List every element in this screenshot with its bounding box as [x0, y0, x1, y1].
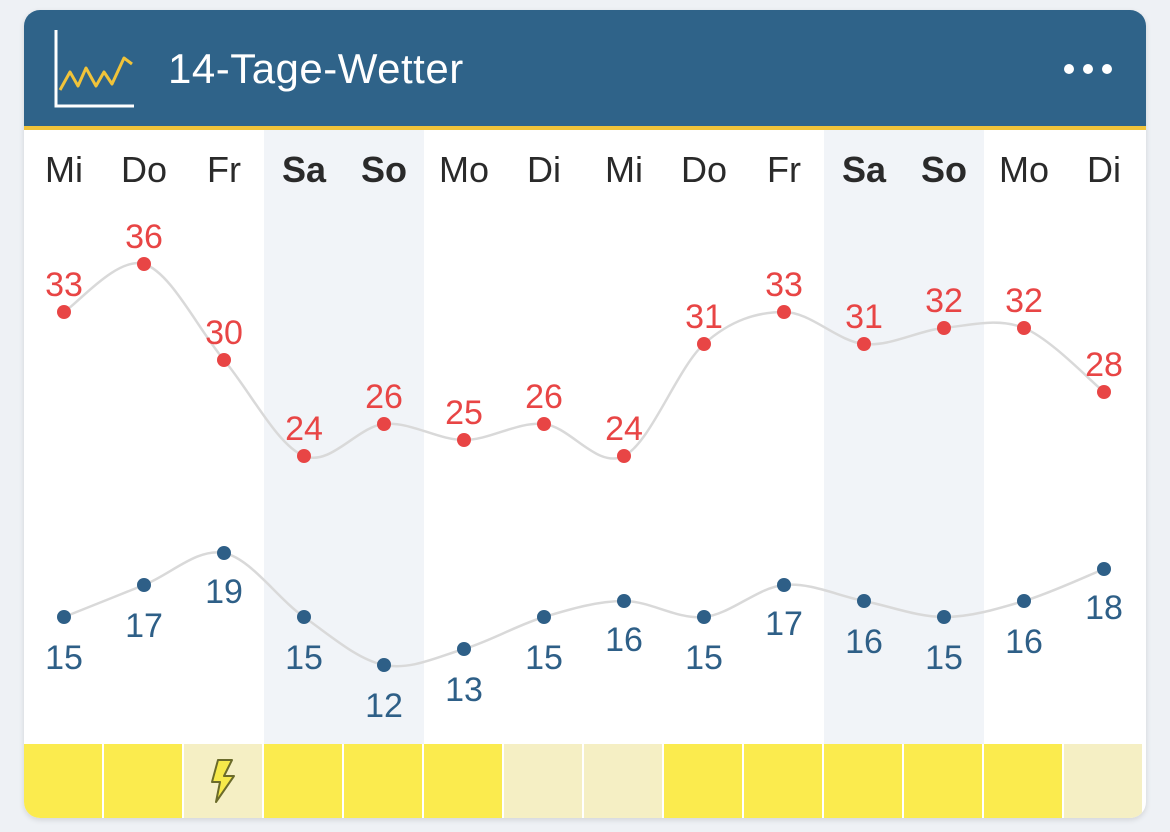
min-temp-point [297, 610, 311, 624]
max-temp-label: 32 [1005, 282, 1043, 320]
min-temp-label: 15 [45, 639, 83, 677]
condition-cell[interactable] [1064, 744, 1142, 818]
max-temp-point [1017, 321, 1031, 335]
max-temp-label: 28 [1085, 346, 1123, 384]
day-label: Fr [767, 149, 801, 190]
max-temp-label: 33 [765, 266, 803, 304]
min-temp-label: 16 [605, 621, 643, 659]
weekend-column [264, 130, 344, 744]
weekend-column [824, 130, 904, 744]
condition-cell[interactable] [504, 744, 582, 818]
temperature-chart: 33 36 30 24 26 25 26 24 31 33 31 32 32 28 15 17 19 15 12 13… [45, 218, 1123, 725]
min-temp-label: 17 [765, 605, 803, 643]
day-label: Mo [438, 149, 489, 190]
max-temp-label: 33 [45, 266, 83, 304]
condition-cell[interactable] [664, 744, 742, 818]
more-horizontal-icon[interactable] [1064, 64, 1112, 76]
min-temp-point [137, 578, 151, 592]
line-chart-icon [54, 30, 134, 108]
max-temp-label: 31 [685, 298, 723, 336]
condition-strip [24, 744, 1146, 818]
max-temp-point [777, 305, 791, 319]
max-temp-point [217, 353, 231, 367]
condition-cell[interactable] [104, 744, 182, 818]
weekend-column [904, 130, 984, 744]
min-temp-point [457, 642, 471, 656]
condition-cell[interactable] [24, 744, 102, 818]
min-temp-label: 18 [1085, 589, 1123, 627]
min-temp-label: 15 [925, 639, 963, 677]
max-temp-point [937, 321, 951, 335]
min-temp-label: 15 [285, 639, 323, 677]
condition-cell[interactable] [424, 744, 502, 818]
min-temp-point [857, 594, 871, 608]
condition-cell[interactable] [584, 744, 662, 818]
condition-cell[interactable] [904, 744, 982, 818]
max-temp-point [457, 433, 471, 447]
max-temp-point [857, 337, 871, 351]
widget-title: 14-Tage-Wetter [168, 45, 464, 92]
min-temp-label: 15 [525, 639, 563, 677]
min-temp-point [377, 658, 391, 672]
min-temp-point [937, 610, 951, 624]
min-temp-point [617, 594, 631, 608]
day-label: Do [680, 149, 728, 190]
lightning-icon [211, 759, 235, 803]
day-label: Fr [207, 149, 241, 190]
day-label: So [920, 149, 967, 190]
day-label: Sa [841, 149, 887, 190]
max-temp-label: 24 [285, 410, 323, 448]
min-temp-point [1017, 594, 1031, 608]
condition-cell[interactable] [984, 744, 1062, 818]
max-temp-label: 24 [605, 410, 643, 448]
max-temp-label: 26 [365, 378, 403, 416]
max-temp-point [1097, 385, 1111, 399]
min-temp-label: 16 [845, 623, 883, 661]
condition-cell[interactable] [264, 744, 342, 818]
max-temp-label: 31 [845, 298, 883, 336]
day-label: Do [120, 149, 168, 190]
max-temp-label: 32 [925, 282, 963, 320]
min-temp-label: 19 [205, 573, 243, 611]
max-temp-point [377, 417, 391, 431]
max-temp-label: 30 [205, 314, 243, 352]
max-temp-point [297, 449, 311, 463]
max-temp-point [617, 449, 631, 463]
max-temp-label: 26 [525, 378, 563, 416]
max-temp-point [137, 257, 151, 271]
max-temp-point [697, 337, 711, 351]
day-label: Mi [45, 149, 83, 190]
min-temp-label: 17 [125, 607, 163, 645]
day-label: Mi [605, 149, 643, 190]
min-temp-point [57, 610, 71, 624]
max-temp-point [537, 417, 551, 431]
min-temp-point [217, 546, 231, 560]
max-temp-point [57, 305, 71, 319]
condition-cell[interactable] [344, 744, 422, 818]
min-temp-line [63, 551, 1105, 668]
min-temp-point [1097, 562, 1111, 576]
min-temp-point [537, 610, 551, 624]
max-temp-label: 25 [445, 394, 483, 432]
day-label: Di [1087, 149, 1121, 190]
min-temp-label: 16 [1005, 623, 1043, 661]
day-label: Di [527, 149, 561, 190]
condition-cell[interactable] [744, 744, 822, 818]
min-temp-label: 15 [685, 639, 723, 677]
min-temp-label: 13 [445, 671, 483, 709]
day-labels-row: Mi Do Fr Sa So Mo Di Mi Do Fr Sa So Mo Di [24, 130, 1146, 204]
min-temp-point [777, 578, 791, 592]
condition-cell[interactable] [184, 744, 262, 818]
condition-cell[interactable] [824, 744, 902, 818]
min-temp-point [697, 610, 711, 624]
max-temp-label: 36 [125, 218, 163, 256]
widget-header: 14-Tage-Wetter [24, 10, 1146, 130]
weather-widget: 14-Tage-Wetter Mi Do Fr Sa So Mo Di Mi Do Fr Sa So M… [24, 10, 1146, 818]
day-label: Mo [998, 149, 1049, 190]
day-label: Sa [281, 149, 327, 190]
min-temp-label: 12 [365, 687, 403, 725]
day-label: So [360, 149, 407, 190]
